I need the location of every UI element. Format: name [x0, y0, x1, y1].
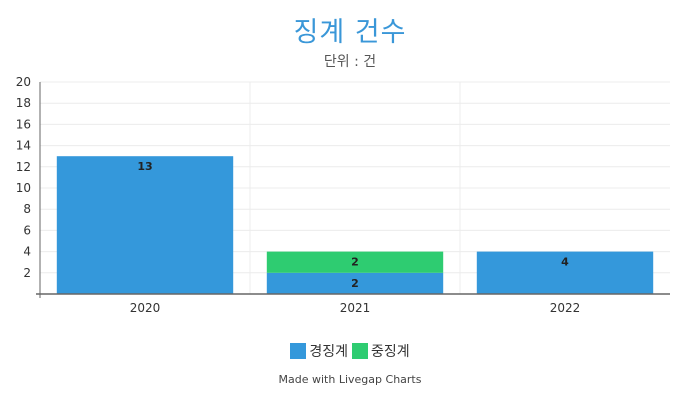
- chart-subtitle: 단위 : 건: [323, 54, 377, 70]
- y-tick-label: 6: [23, 223, 31, 237]
- bar-2021-light: [266, 272, 444, 294]
- bar-chart: 2 4 6 8 10 12 14 16 18 20 13 2020 2 2 2021 4 2022: [16, 75, 670, 315]
- y-tick-label: 18: [16, 96, 31, 110]
- x-tick-label: 2022: [550, 301, 581, 315]
- x-tick-label: 2021: [340, 301, 371, 315]
- x-tick-label: 2020: [130, 301, 161, 315]
- credit-text: Made with Livegap Charts: [278, 373, 422, 386]
- legend-item-light[interactable]: 경징계: [290, 341, 348, 361]
- y-tick-label: 8: [23, 202, 31, 216]
- bar-value-label: 2: [351, 277, 359, 290]
- bar-2020-light: [56, 156, 234, 294]
- y-tick-label: 14: [16, 139, 31, 153]
- chart-legend: 경징계 중징계: [0, 341, 700, 361]
- legend-item-heavy[interactable]: 중징계: [352, 341, 410, 361]
- y-tick-label: 4: [23, 245, 31, 259]
- legend-swatch-heavy: [352, 343, 368, 359]
- y-tick-label: 10: [16, 181, 31, 195]
- legend-swatch-light: [290, 343, 307, 359]
- y-tick-label: 2: [23, 266, 31, 280]
- legend-label-light: 경징계: [309, 344, 348, 360]
- bar-value-label: 13: [137, 160, 152, 173]
- y-tick-label: 20: [16, 75, 31, 89]
- bar-value-label: 2: [351, 256, 359, 269]
- y-tick-label: 16: [16, 117, 31, 131]
- bar-2021-heavy: [266, 251, 444, 273]
- legend-label-heavy: 중징계: [371, 344, 410, 360]
- bar-2022-light: [476, 251, 654, 294]
- chart-title: 징계 건수: [293, 17, 407, 48]
- bar-value-label: 4: [561, 256, 569, 269]
- y-tick-label: 12: [16, 160, 31, 174]
